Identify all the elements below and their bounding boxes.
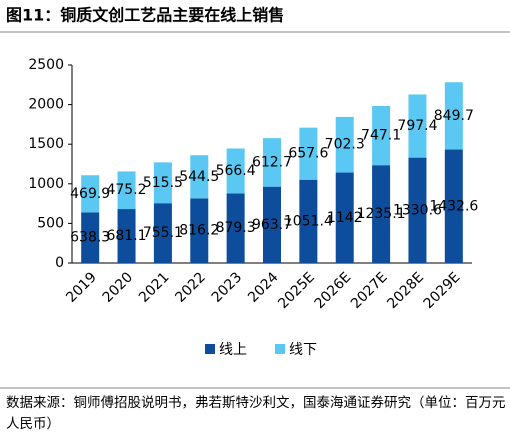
bar-segment <box>190 198 209 263</box>
bar-segment <box>117 171 136 210</box>
bar-segment <box>444 82 463 150</box>
y-tick-label: 2000 <box>28 97 64 113</box>
data-label: 879.3 <box>216 220 256 236</box>
data-label: 816.2 <box>179 223 219 239</box>
source-note: 数据来源：铜师傅招股说明书，弗若斯特沙利文，国泰海通证券研究（单位：百万元人民币… <box>6 395 506 432</box>
data-label: 657.6 <box>288 146 328 162</box>
bar-segment <box>153 162 172 204</box>
data-label: 747.1 <box>361 128 401 144</box>
y-tick-label: 500 <box>37 215 64 231</box>
bar-segment <box>335 172 354 263</box>
bar-segment <box>81 212 100 263</box>
data-label: 544.5 <box>179 169 219 185</box>
data-label: 1330.6 <box>393 202 442 218</box>
data-label: 755.1 <box>143 225 183 241</box>
data-label: 849.7 <box>434 108 474 124</box>
bar-segment <box>335 116 354 173</box>
legend-label: 线下 <box>289 342 317 358</box>
bar-segment <box>226 193 245 263</box>
data-label: 638.3 <box>70 230 110 246</box>
data-label: 612.7 <box>252 154 292 170</box>
x-tick-label: 2019 <box>63 269 100 306</box>
bar-segment <box>190 155 209 199</box>
bar-segment <box>299 127 318 180</box>
x-tick-label: 2029E <box>421 269 464 312</box>
legend-label: 线上 <box>219 342 247 358</box>
data-label: 1432.6 <box>429 198 478 214</box>
data-label: 963.7 <box>252 217 292 233</box>
x-tick-label: 2025E <box>275 269 318 312</box>
y-tick-label: 0 <box>55 255 64 271</box>
bar-segment <box>408 94 427 158</box>
bar-segment <box>372 165 391 263</box>
x-tick-label: 2020 <box>100 269 137 306</box>
bar-segment <box>408 157 427 263</box>
data-label: 469.9 <box>70 186 110 202</box>
x-tick-label: 2023 <box>209 269 246 306</box>
x-tick-label: 2021 <box>136 269 173 306</box>
x-tick-label: 2028E <box>384 269 427 312</box>
bar-segment <box>117 209 136 263</box>
data-label: 1051.4 <box>284 213 333 229</box>
y-tick-label: 1500 <box>28 136 64 152</box>
bar-segment <box>444 149 463 263</box>
chart: 图11：铜质文创工艺品主要在线上销售 0 500 1000 1500 2000 2500 2… <box>0 6 510 389</box>
data-label: 797.4 <box>397 118 437 134</box>
x-tick-label: 2022 <box>172 269 209 306</box>
legend-swatch <box>275 344 285 354</box>
legend-swatch <box>205 344 215 354</box>
bar-segment <box>153 203 172 263</box>
data-label: 475.2 <box>106 182 146 198</box>
data-label: 1235.1 <box>357 206 406 222</box>
chart-title: 图11：铜质文创工艺品主要在线上销售 <box>6 6 284 25</box>
x-tick-label: 2027E <box>348 269 391 312</box>
x-tick-label: 2026E <box>312 269 355 312</box>
bar-segment <box>226 148 245 194</box>
bar-segment <box>263 186 281 263</box>
bar-segment <box>81 175 100 213</box>
data-label: 566.4 <box>216 163 256 179</box>
bar-segment <box>263 138 281 187</box>
data-label: 1142 <box>327 210 363 226</box>
data-label: 515.5 <box>143 175 183 191</box>
y-tick-label: 2500 <box>28 57 64 73</box>
bar-segment <box>372 106 391 166</box>
bar-segment <box>299 179 318 263</box>
data-label: 702.3 <box>325 137 365 153</box>
data-label: 681.1 <box>106 228 146 244</box>
y-tick-label: 1000 <box>28 176 64 192</box>
